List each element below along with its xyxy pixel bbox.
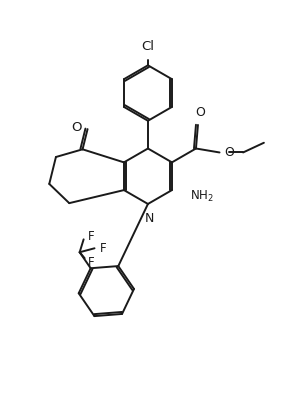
Text: Cl: Cl [141,41,154,53]
Text: O: O [71,121,82,134]
Text: F: F [87,256,94,269]
Text: N: N [145,212,154,225]
Text: O: O [224,146,234,159]
Text: NH$_2$: NH$_2$ [190,189,214,204]
Text: F: F [99,242,106,255]
Text: O: O [195,106,205,119]
Text: F: F [87,230,94,243]
